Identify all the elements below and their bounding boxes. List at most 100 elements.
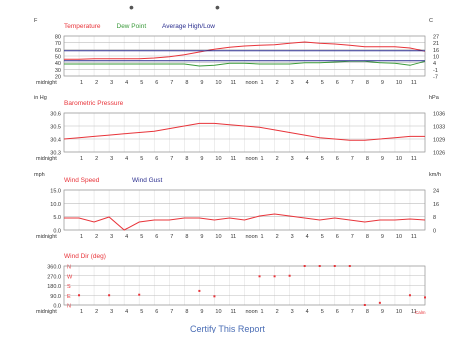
compass-tick-label: E [67, 294, 71, 300]
x-tick-label: 7 [170, 309, 173, 315]
x-tick-label: 4 [125, 156, 128, 162]
x-tick-label: 1 [80, 80, 83, 86]
wind-direction-point [273, 275, 276, 278]
y-tick-label: 90.0 [50, 294, 61, 300]
x-tick-label: 11 [411, 234, 417, 240]
right-y-tick-label: 16 [433, 202, 439, 208]
wind-direction-point [138, 293, 141, 296]
x-tick-label: 8 [185, 80, 188, 86]
x-tick-label: 7 [170, 156, 173, 162]
y-tick-label: 0.0 [53, 229, 61, 235]
x-tick-label: 8 [366, 80, 369, 86]
x-tick-label: 2 [95, 156, 98, 162]
x-tick-label: midnight [36, 234, 57, 240]
y-tick-label: 15.0 [50, 189, 61, 195]
x-tick-label: 8 [366, 156, 369, 162]
right-unit-label: hPa [429, 95, 440, 101]
y-tick-label: 30.3 [50, 151, 61, 157]
x-tick-label: 7 [351, 156, 354, 162]
x-tick-label: 9 [381, 234, 384, 240]
x-tick-label: 3 [110, 309, 113, 315]
legend-entry: Temperature [64, 23, 101, 30]
right-y-tick-label: -1 [433, 68, 438, 74]
scan-artifact: • [215, 0, 220, 15]
x-tick-label: 1 [261, 234, 264, 240]
x-tick-label: 2 [95, 309, 98, 315]
x-tick-label: 11 [230, 309, 236, 315]
y-tick-label: 40 [55, 61, 61, 67]
right-y-tick-label: 1033 [433, 125, 445, 131]
right-y-tick-label: 27 [433, 35, 439, 41]
x-tick-label: 11 [230, 80, 236, 86]
legend-entry: Wind Dir (deg) [64, 253, 106, 260]
right-y-tick-label: 24 [433, 189, 439, 195]
x-tick-label: 4 [125, 80, 128, 86]
y-tick-label: 30.5 [50, 125, 61, 131]
y-tick-label: 180.0 [47, 284, 61, 290]
x-tick-label: 7 [351, 234, 354, 240]
x-tick-label: 10 [396, 156, 402, 162]
series-line-barometric-pressure [63, 122, 425, 141]
x-tick-label: 9 [200, 309, 203, 315]
x-tick-label: 3 [110, 156, 113, 162]
x-tick-label: 7 [170, 80, 173, 86]
wind-direction-point [258, 275, 261, 278]
plot-frame [63, 112, 426, 153]
compass-tick-label: S [67, 284, 71, 290]
x-tick-label: 1 [80, 309, 83, 315]
legend-entry: Dew Point [117, 23, 147, 30]
legend-entry: Barometric Pressure [64, 100, 124, 107]
x-tick-label: 2 [276, 156, 279, 162]
right-y-tick-label: 1036 [433, 112, 445, 118]
x-tick-label: 3 [291, 156, 294, 162]
x-tick-label: 6 [155, 309, 158, 315]
wind-direction-point [78, 294, 81, 297]
x-tick-label: 8 [366, 234, 369, 240]
y-tick-label: 30.6 [50, 112, 61, 118]
wind-direction-point [363, 304, 366, 306]
y-tick-label: 30 [55, 68, 61, 74]
legend-entry: Average High/Low [162, 23, 215, 30]
x-tick-label: 5 [321, 80, 324, 86]
x-tick-label: 5 [140, 234, 143, 240]
certify-report-link[interactable]: Certify This Report [190, 324, 265, 333]
x-tick-label: 6 [336, 156, 339, 162]
right-y-tick-label: 1029 [433, 138, 445, 144]
x-tick-label: noon [246, 156, 258, 162]
wind-direction-point [288, 274, 291, 277]
y-tick-label: 30.4 [50, 138, 61, 144]
y-tick-label: 80 [55, 35, 61, 41]
x-tick-label: 6 [155, 80, 158, 86]
x-tick-label: 1 [261, 309, 264, 315]
x-tick-label: 2 [276, 309, 279, 315]
y-tick-label: 360.0 [47, 265, 61, 271]
x-tick-label: 3 [291, 309, 294, 315]
left-unit-label: mph [34, 172, 45, 178]
wind-direction-point [333, 265, 336, 267]
series-line-wind-speed [64, 213, 426, 231]
x-tick-label: 10 [215, 309, 221, 315]
x-tick-label: 9 [200, 156, 203, 162]
wind-direction-point [198, 289, 201, 292]
wind-direction-point [378, 301, 381, 304]
x-tick-label: 7 [170, 234, 173, 240]
x-tick-label: 6 [336, 80, 339, 86]
x-tick-label: 5 [140, 309, 143, 315]
x-tick-label: 10 [215, 156, 221, 162]
x-tick-label: 4 [306, 309, 309, 315]
right-unit-label: km/h [429, 172, 441, 178]
x-tick-label: 7 [351, 309, 354, 315]
right-unit-label: C [429, 18, 433, 24]
right-y-tick-label: 21 [433, 41, 439, 47]
x-tick-label: 9 [200, 234, 203, 240]
scan-artifact: • [129, 0, 134, 15]
y-tick-label: 270.0 [47, 274, 61, 280]
y-tick-label: 60 [55, 48, 61, 54]
x-tick-label: 10 [396, 234, 402, 240]
wind-direction-point [348, 265, 351, 267]
x-tick-label: 8 [366, 309, 369, 315]
wind-direction-point [213, 295, 216, 298]
x-tick-label: 3 [291, 80, 294, 86]
legend-entry: Wind Gust [132, 177, 163, 184]
x-tick-label: 3 [291, 234, 294, 240]
